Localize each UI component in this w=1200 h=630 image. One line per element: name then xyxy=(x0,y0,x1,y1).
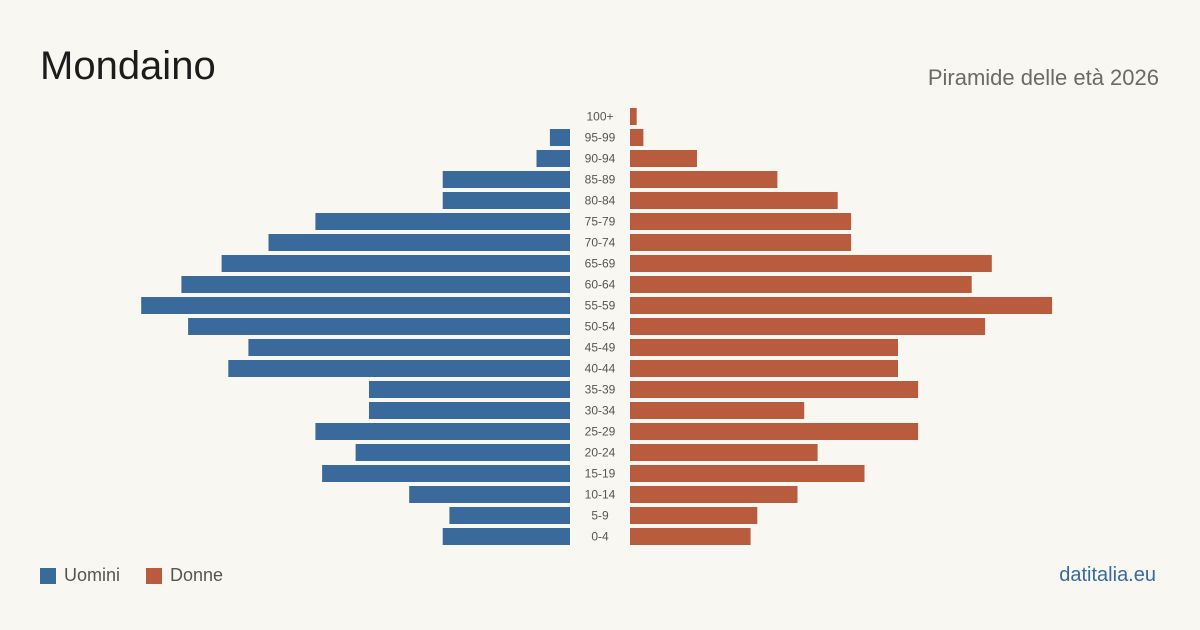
bar-women-50-54 xyxy=(630,318,986,335)
age-label-35-39: 35-39 xyxy=(585,383,616,397)
bar-men-65-69 xyxy=(221,255,570,272)
bar-men-60-64 xyxy=(181,276,570,293)
legend-item-men: Uomini xyxy=(40,565,120,586)
age-label-85-89: 85-89 xyxy=(585,173,616,187)
age-label-80-84: 80-84 xyxy=(585,194,616,208)
bar-women-20-24 xyxy=(630,444,818,461)
age-label-55-59: 55-59 xyxy=(585,299,616,313)
age-label-65-69: 65-69 xyxy=(585,257,616,271)
bar-men-35-39 xyxy=(369,381,570,398)
bar-women-75-79 xyxy=(630,213,852,230)
bar-men-0-4 xyxy=(442,528,570,545)
bar-women-85-89 xyxy=(630,171,778,188)
age-label-50-54: 50-54 xyxy=(585,320,616,334)
bar-women-10-14 xyxy=(630,486,798,503)
age-label-45-49: 45-49 xyxy=(585,341,616,355)
site-link[interactable]: datitalia.eu xyxy=(1059,564,1156,586)
age-label-20-24: 20-24 xyxy=(585,446,616,460)
bar-women-60-64 xyxy=(630,276,972,293)
bar-men-50-54 xyxy=(188,318,570,335)
page-title: Mondaino xyxy=(40,44,216,88)
bar-men-45-49 xyxy=(248,339,570,356)
age-label-100plus: 100+ xyxy=(586,110,613,124)
bar-men-15-19 xyxy=(322,465,570,482)
bar-women-55-59 xyxy=(630,297,1053,314)
bar-men-25-29 xyxy=(315,423,570,440)
age-label-10-14: 10-14 xyxy=(585,488,616,502)
age-label-5-9: 5-9 xyxy=(591,509,609,523)
bar-women-5-9 xyxy=(630,507,758,524)
bar-men-85-89 xyxy=(442,171,570,188)
bar-men-90-94 xyxy=(536,150,570,167)
age-label-15-19: 15-19 xyxy=(585,467,616,481)
bar-men-70-74 xyxy=(268,234,570,251)
bar-women-25-29 xyxy=(630,423,919,440)
chart-subtitle: Piramide delle età 2026 xyxy=(927,65,1159,90)
legend-swatch-women xyxy=(146,567,163,584)
bar-women-45-49 xyxy=(630,339,898,356)
bar-women-80-84 xyxy=(630,192,838,209)
bar-men-55-59 xyxy=(141,297,570,314)
age-label-30-34: 30-34 xyxy=(585,404,616,418)
age-label-40-44: 40-44 xyxy=(585,362,616,376)
bar-men-10-14 xyxy=(409,486,570,503)
bar-men-20-24 xyxy=(355,444,570,461)
bar-women-100plus xyxy=(630,108,637,125)
legend-label-women: Donne xyxy=(170,565,224,585)
chart-legend: Uomini Donne xyxy=(40,565,249,586)
bar-women-15-19 xyxy=(630,465,865,482)
age-label-25-29: 25-29 xyxy=(585,425,616,439)
bar-women-30-34 xyxy=(630,402,805,419)
bar-men-40-44 xyxy=(228,360,571,377)
bar-women-95-99 xyxy=(630,129,644,146)
bar-women-35-39 xyxy=(630,381,919,398)
bar-men-30-34 xyxy=(369,402,570,419)
bar-women-40-44 xyxy=(630,360,898,377)
bar-women-90-94 xyxy=(630,150,697,167)
age-label-75-79: 75-79 xyxy=(585,215,616,229)
bar-men-95-99 xyxy=(549,129,570,146)
bar-men-75-79 xyxy=(315,213,570,230)
age-label-95-99: 95-99 xyxy=(585,131,616,145)
age-label-0-4: 0-4 xyxy=(591,530,609,544)
bar-women-70-74 xyxy=(630,234,852,251)
bar-men-80-84 xyxy=(442,192,570,209)
bar-men-5-9 xyxy=(449,507,570,524)
bar-women-0-4 xyxy=(630,528,751,545)
legend-swatch-men xyxy=(40,567,56,584)
legend-item-women: Donne xyxy=(146,565,223,586)
age-label-70-74: 70-74 xyxy=(585,236,616,250)
bar-women-65-69 xyxy=(630,255,992,272)
legend-label-men: Uomini xyxy=(64,565,121,585)
age-label-90-94: 90-94 xyxy=(585,152,616,166)
age-label-60-64: 60-64 xyxy=(585,278,616,292)
